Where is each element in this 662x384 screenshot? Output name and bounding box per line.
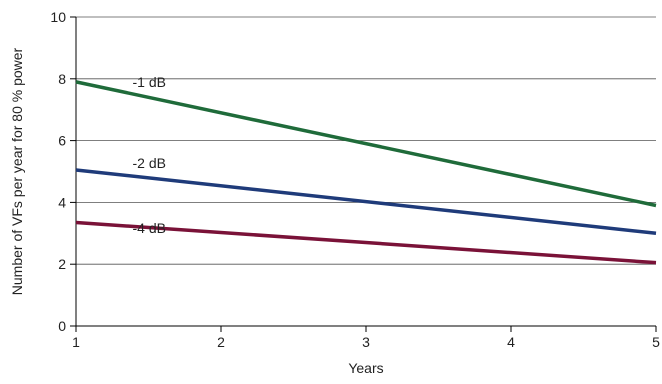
- series-label: -2 dB: [133, 155, 166, 171]
- y-tick-label: 0: [58, 318, 66, 334]
- x-tick-label: 2: [217, 334, 225, 350]
- x-tick-label: 4: [507, 334, 515, 350]
- y-tick-label: 6: [58, 133, 66, 149]
- series-line: [75, 80, 657, 208]
- x-tick-label: 1: [72, 334, 80, 350]
- series-line: [75, 220, 657, 265]
- y-tick-label: 10: [50, 9, 66, 25]
- axes: [75, 17, 656, 327]
- series-labels: -1 dB -2 dB -4 dB: [133, 74, 166, 236]
- y-axis-title: Number of VFs per year for 80 % power: [9, 47, 25, 295]
- gridlines: [76, 16, 656, 265]
- y-tick-label: 8: [58, 71, 66, 87]
- series-label: -1 dB: [133, 74, 166, 90]
- x-axis-title: Years: [348, 360, 383, 376]
- x-tick-label: 3: [362, 334, 370, 350]
- series-label: -4 dB: [133, 220, 166, 236]
- y-tick-label: 2: [58, 256, 66, 272]
- x-tick-label: 5: [652, 334, 660, 350]
- y-tick-label: 4: [58, 194, 66, 210]
- series: [75, 80, 657, 265]
- series-line: [75, 168, 657, 236]
